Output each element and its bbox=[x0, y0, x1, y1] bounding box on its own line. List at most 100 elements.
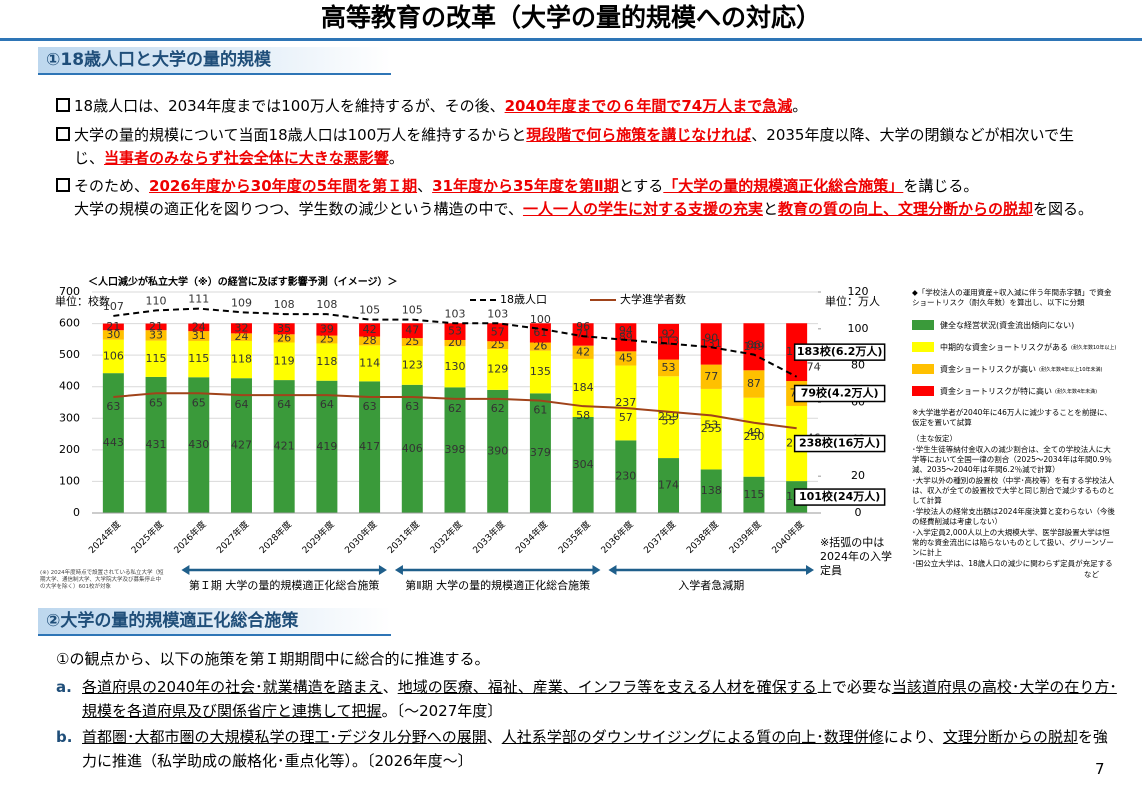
value-label: 53 bbox=[448, 325, 462, 338]
value-label: 24 bbox=[192, 320, 206, 333]
value-label: 255 bbox=[701, 422, 722, 435]
value-label: 130 bbox=[445, 360, 466, 373]
bullet: そのため、2026年度から30年度の5年間を第Ｉ期、31年度から35年度を第Ⅱ期… bbox=[56, 175, 1104, 221]
bar-segment bbox=[102, 330, 124, 340]
line-label: 94 bbox=[619, 324, 633, 337]
bullet-box bbox=[56, 127, 70, 141]
bar-segment bbox=[700, 469, 722, 513]
value-label: 174 bbox=[658, 479, 679, 492]
bar-segment bbox=[273, 380, 295, 513]
text: により、 bbox=[883, 728, 943, 746]
value-label: 45 bbox=[619, 351, 633, 364]
text: 。 bbox=[792, 97, 808, 115]
value-label: 149 bbox=[743, 340, 764, 353]
bracket-note: ※括弧の中は2024年の入学定員 bbox=[820, 536, 892, 577]
end-label-box bbox=[793, 434, 886, 453]
value-label: 31 bbox=[192, 329, 206, 342]
bullet-box bbox=[56, 178, 70, 192]
legend-label: 中期的な資金ショートリスクがある bbox=[940, 342, 1068, 352]
emphasis: 当事者のみならず社会全体に大きな悪影響 bbox=[104, 149, 389, 167]
value-label: 184 bbox=[573, 381, 594, 394]
end-label-box bbox=[793, 343, 886, 361]
bar-segment bbox=[700, 364, 722, 389]
line-label: 55 bbox=[662, 415, 676, 428]
legend-entry: 資金ショートリスクが高い (耐久年数4年以上10年未満) bbox=[912, 358, 1117, 380]
line-label: 108 bbox=[274, 298, 295, 311]
legend-swatch bbox=[912, 320, 934, 330]
bar-segment bbox=[401, 323, 423, 339]
line-label: 63 bbox=[363, 400, 377, 413]
y-tick-label: 200 bbox=[59, 443, 80, 456]
x-tick-label: 2026年度 bbox=[171, 518, 208, 555]
value-label: 32 bbox=[234, 321, 248, 334]
bar-segment bbox=[743, 370, 765, 398]
line-label: 49 bbox=[747, 426, 761, 439]
legend-label: 資金ショートリスクが特に高い bbox=[940, 386, 1052, 396]
bullet: 大学の量的規模について当面18歳人口は100万人を維持するからと現段階で何ら施策… bbox=[56, 124, 1104, 170]
bar-segment bbox=[273, 323, 295, 335]
bar-segment bbox=[572, 323, 594, 346]
x-tick-label: 2038年度 bbox=[684, 518, 721, 555]
y-tick-label: 500 bbox=[59, 348, 80, 361]
chart-title: ＜人口減少が私立大学（※）の経営に及ぼす影響予測（イメージ）＞ bbox=[88, 275, 398, 288]
legend-panel: ◆「学校法人の運用資産÷収入減に伴う年間赤字額」で資金ショートリスク（耐久年数）… bbox=[912, 288, 1117, 580]
y2-tick-label: 20 bbox=[851, 469, 865, 482]
emphasis: 2040年度までの６年間で74万人まで急減 bbox=[504, 97, 793, 115]
value-label: 21 bbox=[149, 320, 163, 333]
line-label: 74 bbox=[807, 361, 821, 374]
value-label: 114 bbox=[359, 356, 380, 369]
value-label: 138 bbox=[701, 484, 722, 497]
x-tick-label: 2028年度 bbox=[257, 518, 294, 555]
slide-title: 高等教育の改革（大学の量的規模への対応） bbox=[320, 3, 821, 32]
value-label: 115 bbox=[743, 488, 764, 501]
text: 文理分断からの脱却 bbox=[942, 728, 1078, 746]
emphasis: 教育の質の向上、文理分断からの脱却 bbox=[778, 200, 1034, 218]
text: と bbox=[762, 200, 778, 218]
line-label: 63 bbox=[106, 400, 120, 413]
marker: b. bbox=[56, 728, 73, 746]
bar-segment bbox=[529, 393, 551, 513]
value-label: 417 bbox=[359, 440, 380, 453]
line-label: 105 bbox=[359, 304, 380, 317]
value-label: 25 bbox=[405, 335, 419, 348]
bar-segment bbox=[658, 376, 680, 459]
line-label: 58 bbox=[576, 409, 590, 422]
y2-tick-label: 120 bbox=[848, 285, 869, 298]
bar-segment bbox=[188, 331, 210, 341]
value-label: 443 bbox=[103, 436, 124, 449]
x-tick-label: 2027年度 bbox=[214, 518, 251, 555]
bar-segment bbox=[401, 384, 423, 513]
page-number: 7 bbox=[1095, 760, 1105, 778]
bar-segment bbox=[615, 323, 637, 352]
legend-header: ◆「学校法人の運用資産÷収入減に伴う年間赤字額」で資金ショートリスク（耐久年数）… bbox=[912, 288, 1112, 307]
y2-tick-label: 80 bbox=[851, 359, 865, 372]
y-unit: 単位：校数 bbox=[55, 294, 110, 308]
bar-segment bbox=[230, 340, 252, 379]
bar-segment bbox=[658, 323, 680, 360]
y-tick-label: 700 bbox=[59, 285, 80, 298]
bar-segment bbox=[145, 323, 167, 331]
bar-segment bbox=[230, 323, 252, 334]
y-tick-label: 0 bbox=[73, 506, 80, 519]
end-label: 183校(6.2万人) bbox=[797, 344, 883, 358]
value-label: 259 bbox=[658, 410, 679, 423]
text: 各道府県の2040年の社会･就業構造を踏まえ bbox=[82, 678, 383, 696]
value-label: 39 bbox=[320, 322, 334, 335]
text: を図る。 bbox=[1033, 200, 1094, 218]
text: 、 bbox=[382, 678, 398, 696]
note: ･学生生徒等納付金収入の減少割合は、全ての学校法人に大学等において全国一律の割合… bbox=[912, 445, 1112, 474]
value-label: 118 bbox=[231, 353, 252, 366]
bar-segment bbox=[572, 345, 594, 359]
note-end: など bbox=[1084, 570, 1099, 579]
y2-tick-label: 0 bbox=[855, 506, 862, 519]
policy-item: a. 各道府県の2040年の社会･就業構造を踏まえ、地域の医療、福祉、産業、インフ… bbox=[56, 675, 1122, 723]
line-label: 64 bbox=[320, 398, 334, 411]
value-label: 398 bbox=[445, 443, 466, 456]
y-tick-label: 300 bbox=[59, 411, 80, 424]
value-label: 47 bbox=[405, 324, 419, 337]
phase-label: 第Ⅱ期 大学の量的規模適正化総合施策 bbox=[405, 578, 590, 592]
bar-segment bbox=[102, 323, 124, 331]
bar-segment bbox=[743, 323, 765, 371]
legend-swatch bbox=[912, 364, 934, 374]
line-label: 103 bbox=[445, 307, 466, 320]
